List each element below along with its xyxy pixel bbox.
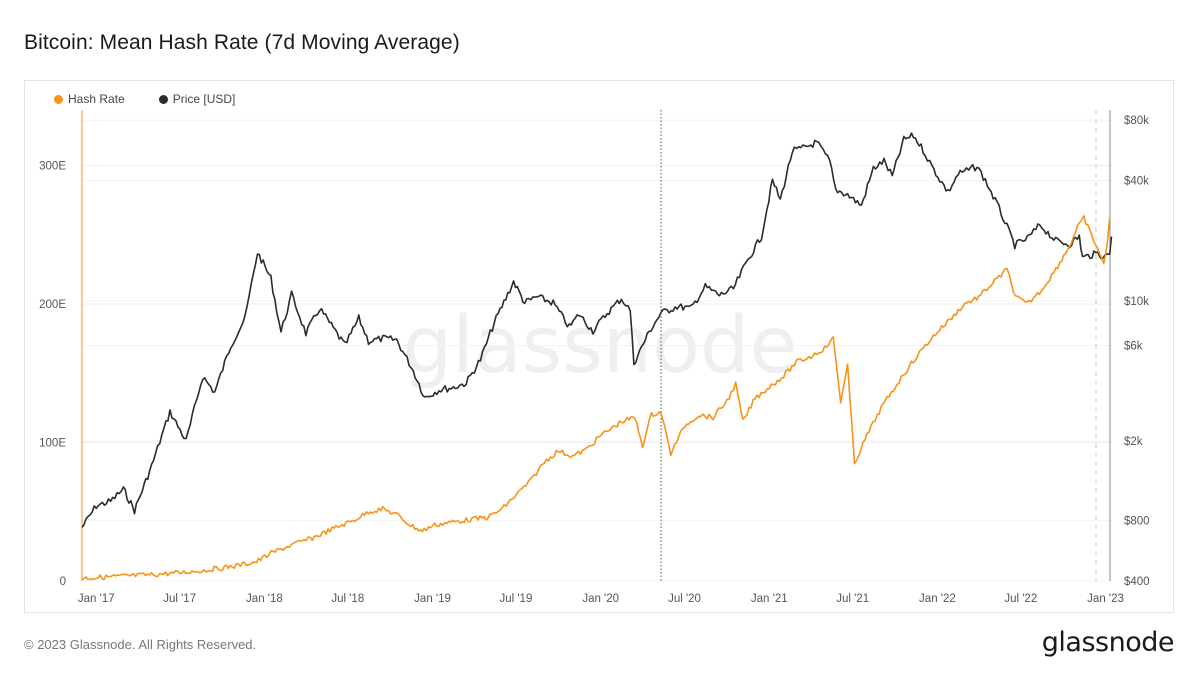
x-tick-label: Jan '22 [919, 593, 956, 605]
price-legend-dot-icon [158, 94, 168, 104]
x-tick-label: Jul '21 [836, 593, 869, 605]
page-title: Bitcoin: Mean Hash Rate (7d Moving Avera… [24, 31, 460, 54]
y-right-tick-label: $6k [1124, 341, 1143, 353]
y-right-tick-label: $80k [1124, 115, 1149, 127]
x-tick-label: Jan '17 [78, 593, 115, 605]
x-tick-label: Jan '19 [414, 593, 451, 605]
y-right-tick-label: $40k [1124, 176, 1149, 188]
x-tick-label: Jul '17 [163, 593, 196, 605]
x-tick-label: Jul '22 [1004, 593, 1037, 605]
x-tick-label: Jan '18 [246, 593, 283, 605]
legend-label-hash-rate: Hash Rate [68, 92, 125, 106]
glassnode-logo: glassnode [1041, 627, 1175, 658]
hash-rate-series-line [81, 215, 1111, 581]
legend-label-price: Price [USD] [172, 92, 236, 106]
x-tick-label: Jan '23 [1087, 593, 1124, 605]
y-right-tick-label: $400 [1124, 576, 1150, 588]
y-right-tick-label: $2k [1124, 436, 1143, 448]
chart-legend: Hash Rate Price [USD] [54, 92, 235, 106]
x-tick-label: Jan '20 [582, 593, 619, 605]
y-left-tick-label: 0 [60, 576, 66, 588]
y-left-tick-label: 200E [39, 299, 66, 311]
legend-item-price[interactable]: Price [USD] [158, 92, 236, 106]
x-tick-label: Jul '18 [331, 593, 364, 605]
footer-copyright: © 2023 Glassnode. All Rights Reserved. [24, 637, 257, 652]
legend-item-hash-rate[interactable]: Hash Rate [54, 92, 125, 106]
price-series-line [81, 132, 1113, 528]
x-tick-label: Jul '20 [668, 593, 701, 605]
hash-rate-legend-dot-icon [54, 94, 63, 104]
y-left-tick-label: 300E [39, 160, 66, 172]
y-left-tick-label: 100E [39, 437, 66, 449]
x-tick-label: Jan '21 [751, 593, 788, 605]
chart-frame [24, 80, 1174, 613]
y-right-tick-label: $10k [1124, 296, 1149, 308]
x-tick-label: Jul '19 [499, 593, 532, 605]
y-right-tick-label: $800 [1124, 516, 1150, 528]
